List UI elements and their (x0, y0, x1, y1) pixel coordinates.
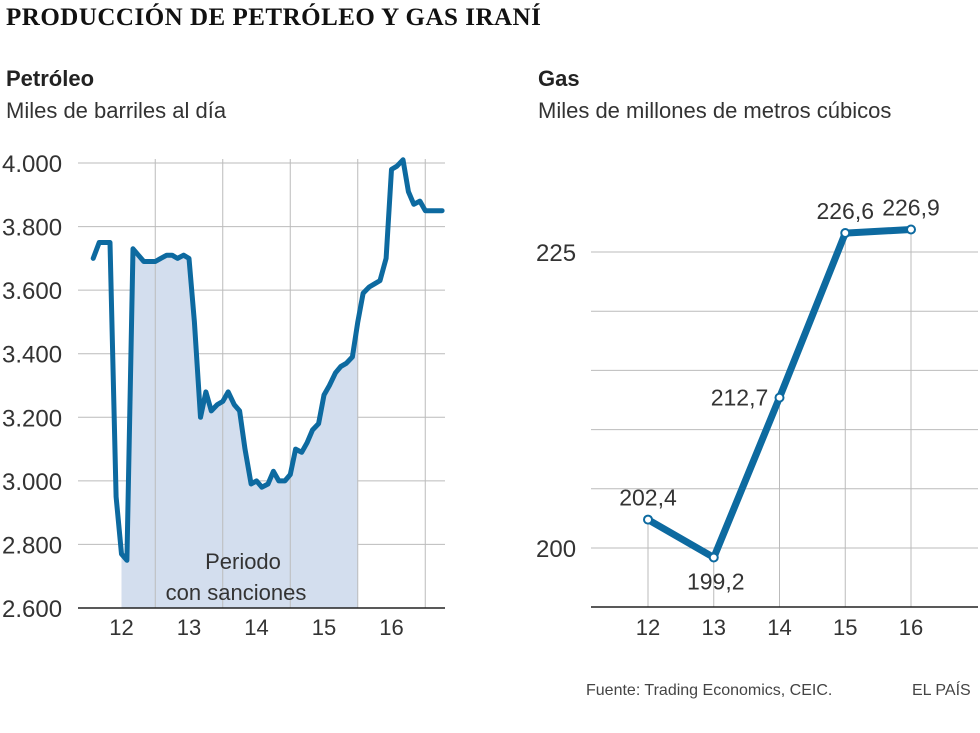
sanctions-label-line2: con sanciones (166, 580, 307, 605)
gas-x-tick-label: 12 (636, 615, 660, 640)
source-note: Fuente: Trading Economics, CEIC. (586, 682, 833, 699)
oil-panel-subtitle: Miles de barriles al día (6, 98, 227, 123)
oil-y-tick-label: 2.600 (2, 596, 62, 623)
gas-data-label: 202,4 (619, 485, 677, 511)
oil-x-tick-label: 12 (109, 615, 133, 640)
oil-x-tick-label: 15 (312, 615, 336, 640)
gas-panel-title: Gas (538, 66, 580, 91)
oil-y-tick-label: 3.000 (2, 469, 62, 496)
gas-y-tick-label: 200 (536, 536, 576, 563)
gas-data-point (708, 552, 719, 563)
gas-data-label: 226,9 (882, 195, 940, 221)
gas-x-tick-label: 14 (767, 615, 791, 640)
gas-x-tick-label: 13 (702, 615, 726, 640)
oil-y-tick-label: 4.000 (2, 151, 62, 178)
gas-data-point (643, 514, 653, 525)
gas-y-tick-label: 225 (536, 240, 576, 267)
gas-x-tick-label: 15 (833, 615, 857, 640)
oil-x-tick-label: 13 (177, 615, 201, 640)
oil-production-line (90, 157, 445, 563)
gas-data-point (906, 224, 916, 235)
gas-data-label: 226,6 (816, 198, 874, 224)
gas-data-point (840, 228, 851, 239)
oil-y-tick-label: 3.800 (2, 215, 62, 242)
publisher-credit: EL PAÍS (912, 682, 971, 699)
oil-panel-title: Petróleo (6, 66, 95, 91)
gas-x-tick-label: 16 (899, 615, 923, 640)
gas-data-label: 212,7 (711, 385, 769, 411)
chart-title: PRODUCCIÓN DE PETRÓLEO Y GAS IRANÍ (6, 4, 542, 31)
oil-y-tick-label: 3.600 (2, 278, 62, 305)
oil-x-tick-label: 14 (244, 615, 268, 640)
oil-x-tick-label: 16 (379, 615, 403, 640)
oil-y-tick-label: 3.400 (2, 342, 62, 369)
sanctions-label-line1: Periodo (205, 549, 281, 574)
oil-y-tick-label: 3.200 (2, 405, 62, 432)
gas-data-label: 199,2 (687, 568, 745, 594)
gas-data-point (774, 392, 785, 403)
gas-panel-subtitle: Miles de millones de metros cúbicos (538, 98, 892, 123)
oil-y-tick-label: 2.800 (2, 532, 62, 559)
